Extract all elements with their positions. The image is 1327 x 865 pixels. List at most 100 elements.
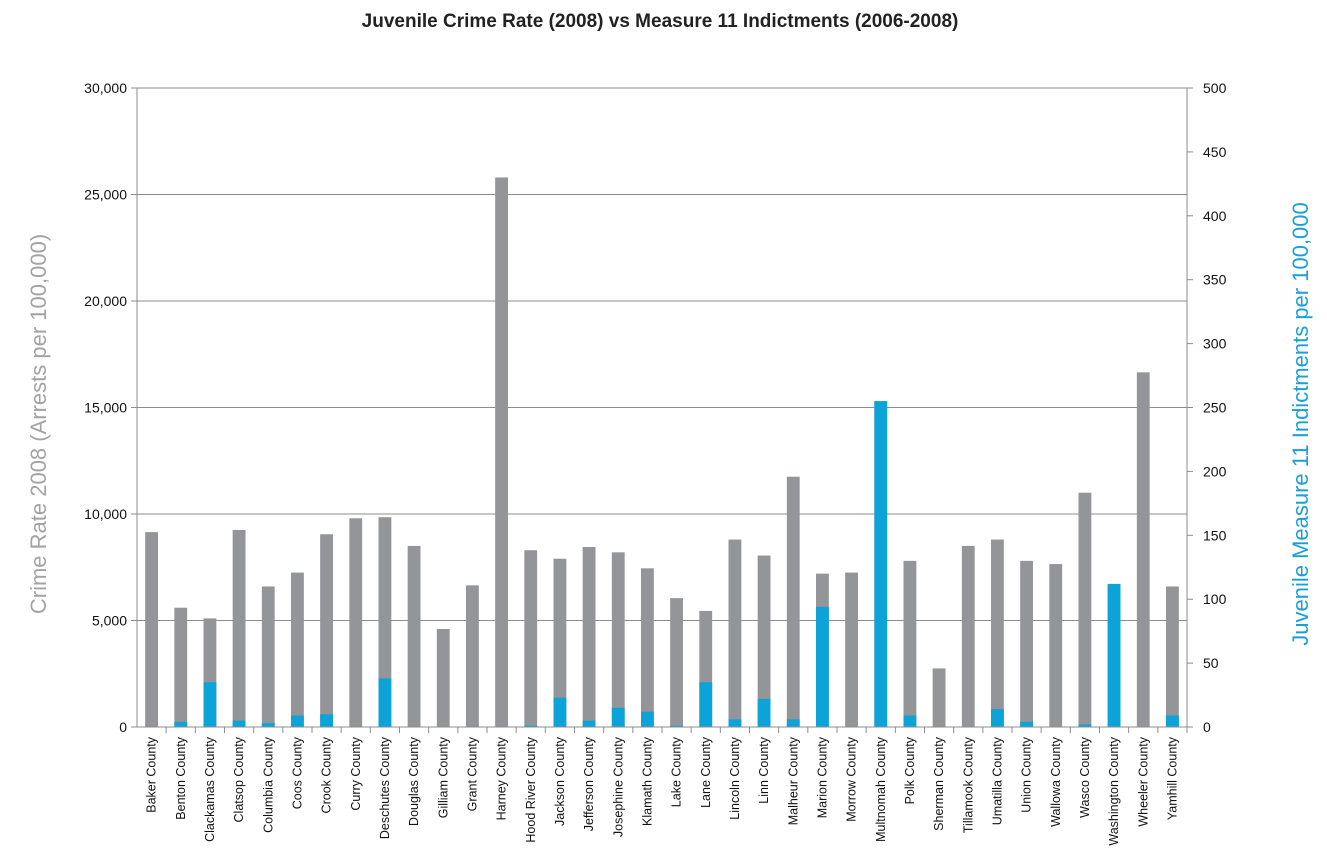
x-tick-label: Wasco County <box>1078 736 1092 818</box>
crime-rate-bar <box>961 545 975 727</box>
crime-rate-bar <box>582 547 596 727</box>
crime-rate-bar <box>261 586 275 727</box>
y-tick-label-right: 0 <box>1203 719 1211 735</box>
y-tick-label-right: 250 <box>1203 400 1227 416</box>
crime-rate-bar <box>145 532 158 727</box>
crime-rate-bar <box>611 552 625 727</box>
x-tick-label: Lane County <box>699 736 713 808</box>
gridlines <box>137 87 1187 621</box>
indictment-bar <box>611 707 625 727</box>
indictment-bar <box>757 698 771 727</box>
crime-rate-bar <box>1136 372 1150 727</box>
x-tick-label: Marion County <box>815 736 829 818</box>
x-tick-label: Curry County <box>349 736 363 810</box>
x-tick-label: Grant County <box>465 736 479 811</box>
x-tick-label: Yamhill County <box>1165 736 1179 820</box>
crime-rate-bar <box>232 529 246 727</box>
x-tick-label: Union County <box>1020 736 1034 812</box>
x-tick-label: Benton County <box>174 736 188 819</box>
y-tick-label-right: 100 <box>1203 591 1227 607</box>
x-tick-label: Morrow County <box>845 736 859 821</box>
x-tick-label: Deschutes County <box>378 736 392 839</box>
y-tick-label-right: 400 <box>1203 208 1227 224</box>
crime-rate-bar <box>845 572 858 727</box>
indictment-bar <box>728 719 742 727</box>
crime-rate-bar <box>436 629 450 727</box>
tick-labels: 0 5,000 10,000 15,000 20,000 25,000 30,000 0 50 1… <box>84 80 1226 735</box>
y-tick-label-right: 150 <box>1203 527 1227 543</box>
crime-rate-bar <box>407 545 421 727</box>
x-tick-label: Douglas County <box>407 736 421 826</box>
x-tick-label: Sherman County <box>932 736 946 831</box>
x-tick-label: Wallowa County <box>1049 736 1063 827</box>
y-tick-label-right: 300 <box>1203 336 1227 352</box>
indictment-bar <box>582 720 596 727</box>
bars <box>145 177 1179 727</box>
x-tick-label: Wheeler County <box>1136 736 1150 826</box>
axes <box>131 87 1193 733</box>
indictment-bar <box>641 711 654 727</box>
indictment-bar <box>786 719 800 727</box>
x-tick-label: Clatsop County <box>232 736 246 822</box>
indictment-bar <box>524 725 538 727</box>
crime-rate-bar <box>728 539 742 727</box>
crime-rate-bar <box>495 177 508 727</box>
y-tick-label-left: 0 <box>119 719 127 735</box>
indictment-bar <box>699 682 713 727</box>
crime-rate-bar <box>932 668 946 727</box>
x-tick-label: Lake County <box>670 736 684 807</box>
y-tick-label-left: 30,000 <box>84 80 127 96</box>
x-tick-label: Coos County <box>290 736 304 809</box>
crime-rate-bar <box>466 585 479 727</box>
y-tick-label-left: 20,000 <box>84 293 127 309</box>
indictment-bar <box>670 725 683 727</box>
y-tick-label-left: 5,000 <box>92 613 127 629</box>
crime-rate-bar <box>320 534 333 727</box>
x-tick-label: Josephine County <box>611 736 625 837</box>
x-tick-label: Multnomah County <box>874 736 888 842</box>
y-tick-label-left: 25,000 <box>84 187 127 203</box>
indictment-bar <box>903 715 917 727</box>
x-tick-label: Umatilla County <box>990 736 1004 825</box>
x-tick-label: Jackson County <box>553 736 567 826</box>
crime-rate-bar <box>903 560 917 727</box>
indictment-bar <box>816 606 829 727</box>
crime-rate-bar <box>1166 586 1179 727</box>
indictment-bar <box>1078 724 1092 727</box>
x-tick-label: Gilliam County <box>436 736 450 818</box>
x-tick-label: Harney County <box>495 736 509 820</box>
x-tick-label: Polk County <box>903 736 917 804</box>
indictment-bar <box>874 401 888 727</box>
crime-rate-bar <box>786 476 800 727</box>
x-tick-label: Crook County <box>320 736 334 813</box>
crime-rate-bar <box>670 598 683 727</box>
y-tick-label-right: 350 <box>1203 272 1227 288</box>
crime-rate-bar <box>524 550 538 727</box>
x-tick-label: Jefferson County <box>582 736 596 831</box>
x-tick-label: Lincoln County <box>728 736 742 819</box>
indictment-bar <box>291 715 304 727</box>
crime-rate-bar <box>174 607 188 727</box>
crime-rate-bar <box>641 568 654 727</box>
crime-rate-bar <box>378 517 392 727</box>
indictment-bar <box>553 697 567 727</box>
x-tick-label: Linn County <box>757 736 771 803</box>
x-tick-label: Hood River County <box>524 736 538 842</box>
indictment-bar <box>320 714 333 727</box>
indictment-bar <box>174 721 188 727</box>
crime-rate-bar <box>757 555 771 727</box>
indictment-bar <box>203 682 217 727</box>
category-labels: Baker County Benton County Clackamas Count… <box>145 736 1180 845</box>
x-tick-label: Baker County <box>145 736 159 812</box>
y-tick-label-left: 15,000 <box>84 400 127 416</box>
x-tick-label: Malheur County <box>786 736 800 825</box>
indictment-bar <box>261 723 275 727</box>
crime-rate-bar <box>291 572 304 727</box>
indictment-bar <box>1020 721 1033 727</box>
crime-rate-bar <box>349 518 363 727</box>
y-tick-label-right: 50 <box>1203 655 1219 671</box>
crime-rate-bar <box>1020 560 1033 727</box>
indictment-bar <box>1166 715 1179 727</box>
y-axis-label-left: Crime Rate 2008 (Arrests per 100,000) <box>26 234 51 614</box>
chart-title: Juvenile Crime Rate (2008) vs Measure 11… <box>362 11 959 32</box>
